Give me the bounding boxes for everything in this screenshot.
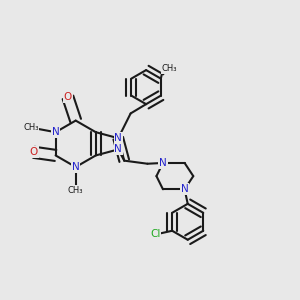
Text: N: N: [114, 133, 122, 143]
Text: N: N: [52, 127, 59, 137]
Text: Cl: Cl: [150, 229, 160, 239]
Text: CH₃: CH₃: [162, 64, 177, 73]
Text: CH₃: CH₃: [68, 186, 83, 195]
Text: O: O: [64, 92, 72, 102]
Text: N: N: [114, 144, 122, 154]
Text: O: O: [30, 147, 38, 157]
Text: N: N: [159, 158, 167, 168]
Text: N: N: [181, 184, 188, 194]
Text: N: N: [72, 162, 80, 172]
Text: CH₃: CH₃: [23, 123, 39, 132]
